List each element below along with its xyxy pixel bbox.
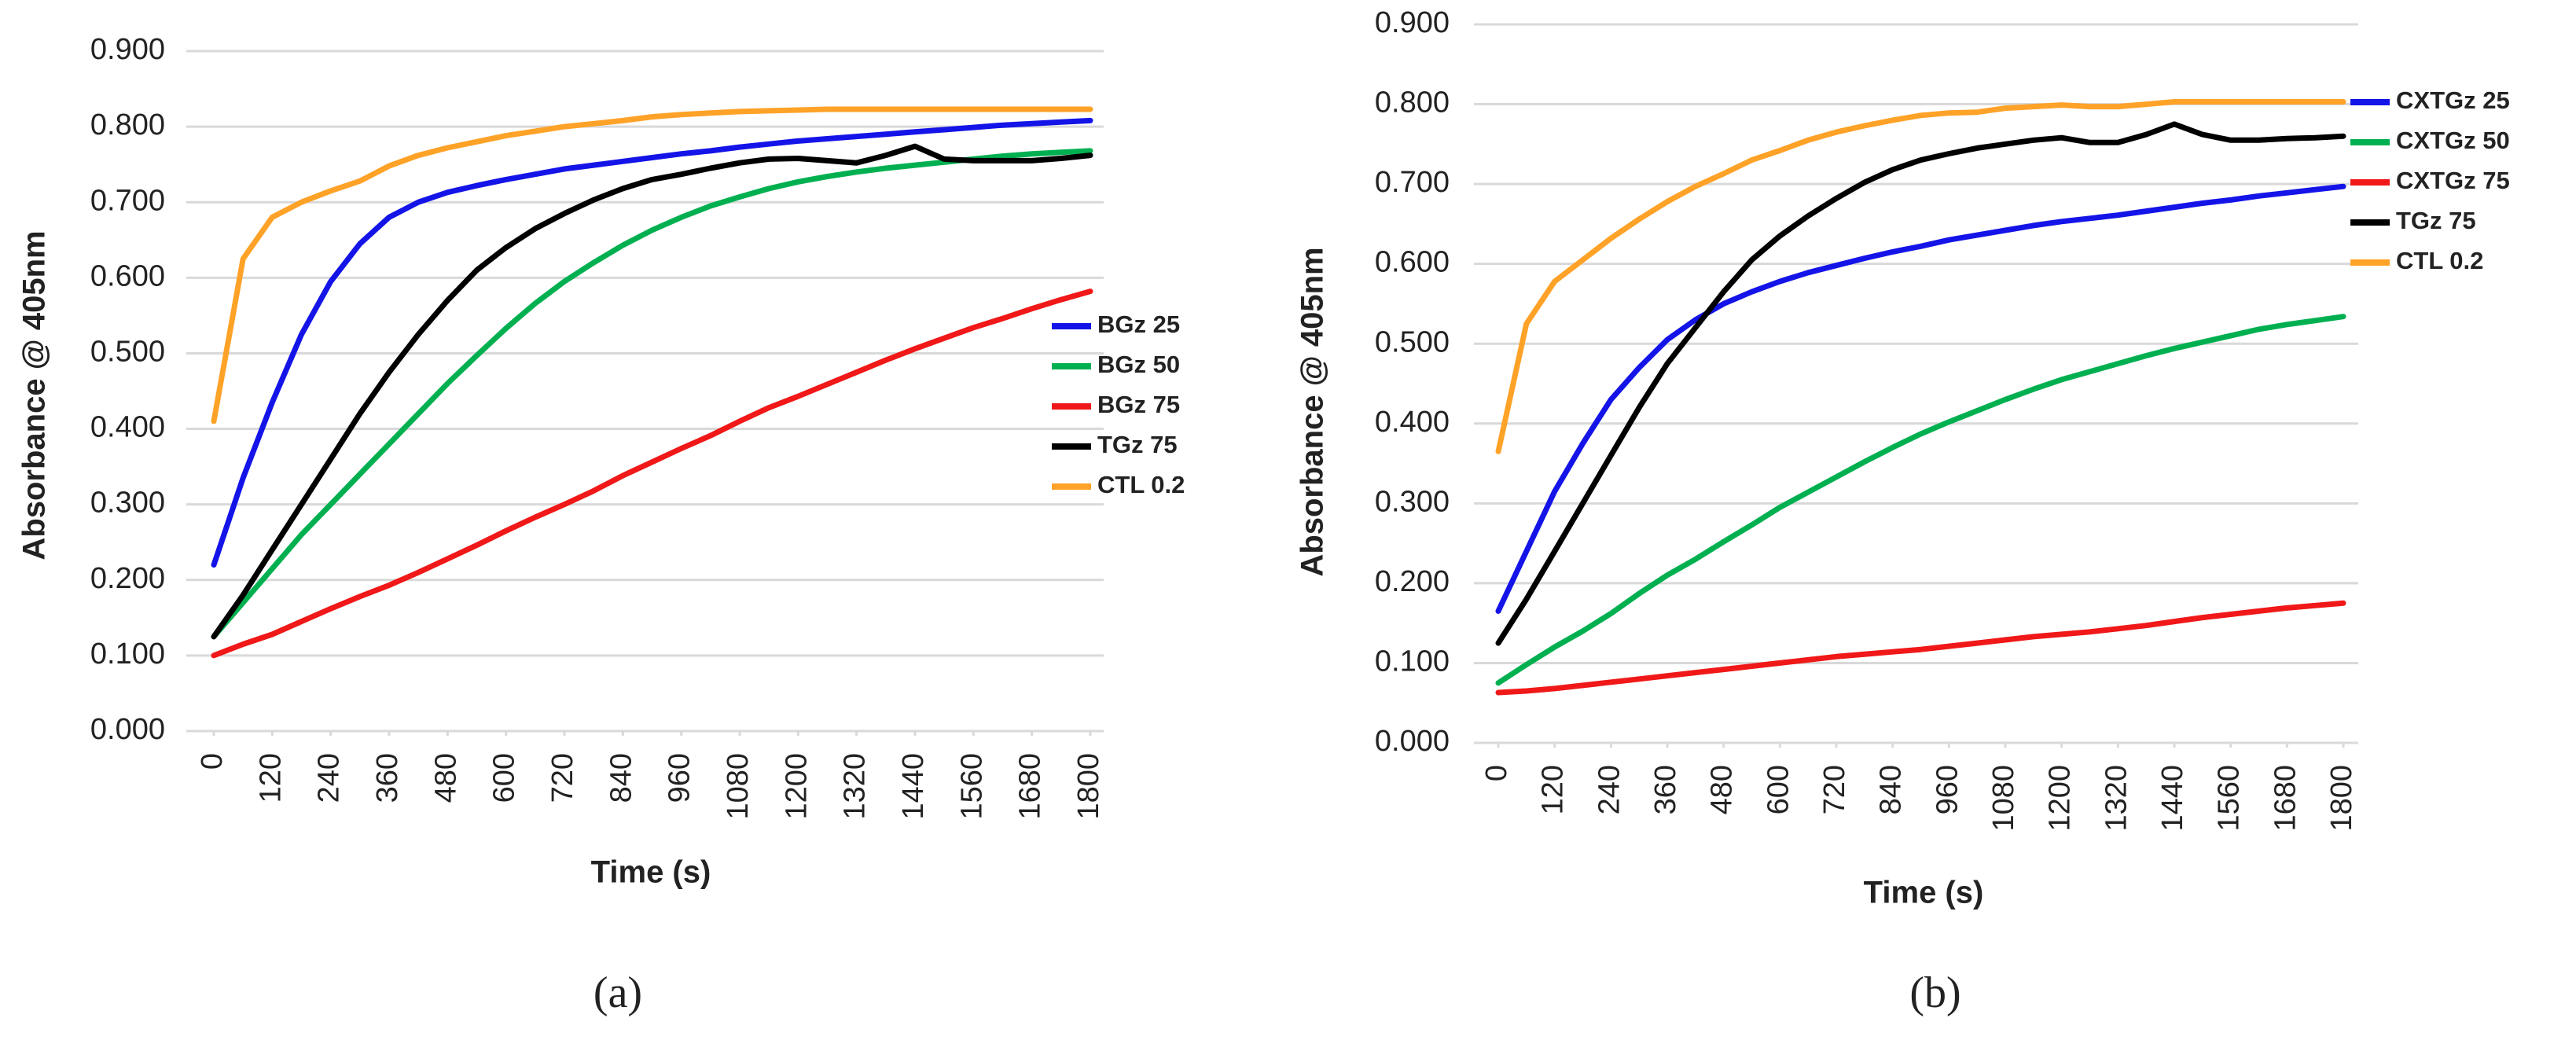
legend-label: TGz 75 (1097, 431, 1178, 458)
series-line (211, 288, 1093, 659)
x-tick-label: 480 (1706, 765, 1739, 814)
legend-label: CTL 0.2 (2396, 247, 2483, 274)
y-tick-label: 0.600 (1375, 246, 1450, 279)
x-tick-label: 360 (371, 753, 404, 803)
x-tick-label: 840 (1875, 765, 1908, 814)
x-tick-label: 1800 (1072, 753, 1105, 820)
x-tick-label: 360 (1649, 765, 1682, 814)
legend-label: BGz 25 (1097, 311, 1180, 338)
y-tick-label: 0.400 (90, 411, 165, 444)
x-tick-label: 960 (663, 753, 696, 803)
y-tick-label: 0.700 (90, 184, 165, 217)
x-tick-label: 1200 (780, 753, 813, 820)
y-tick-label: 0.300 (1375, 485, 1450, 518)
x-axis-title: Time (s) (591, 855, 711, 890)
y-axis-title: Absorbance @ 405nm (1295, 247, 1330, 576)
x-axis-title: Time (s) (1864, 876, 1984, 910)
y-tick-label: 0.600 (90, 259, 165, 292)
y-tick-label: 0.800 (1375, 86, 1450, 119)
y-tick-label: 0.000 (1375, 725, 1450, 758)
x-tick-label: 1440 (897, 753, 930, 820)
x-tick-label: 240 (1593, 765, 1626, 814)
series-line (1495, 183, 2346, 614)
y-tick-label: 0.900 (1375, 6, 1450, 39)
x-tick-label: 840 (604, 753, 638, 803)
legend-label: CXTGz 75 (2396, 167, 2510, 194)
y-tick-label: 0.300 (90, 487, 165, 520)
x-tick-label: 600 (1762, 765, 1795, 814)
series-line (211, 143, 1093, 640)
legend-label: BGz 75 (1097, 391, 1180, 418)
x-tick-label: 240 (313, 753, 346, 803)
series-line (211, 106, 1093, 424)
x-tick-label: 720 (546, 753, 579, 803)
x-tick-label: 1680 (2269, 765, 2302, 832)
x-tick-label: 0 (1480, 765, 1513, 781)
x-tick-label: 120 (1537, 765, 1570, 814)
x-tick-label: 720 (1818, 765, 1851, 814)
x-tick-label: 1440 (2156, 765, 2189, 832)
x-tick-label: 1560 (2213, 765, 2246, 832)
y-tick-label: 0.200 (1375, 565, 1450, 598)
x-tick-label: 1080 (1987, 765, 2020, 832)
series-line (211, 117, 1093, 568)
series-line (211, 148, 1093, 640)
x-tick-label: 600 (488, 753, 521, 803)
y-tick-label: 0.200 (90, 562, 165, 595)
legend-label: CXTGz 50 (2396, 127, 2510, 154)
x-tick-label: 480 (429, 753, 462, 803)
y-tick-label: 0.900 (90, 33, 165, 66)
y-tick-label: 0.800 (90, 108, 165, 141)
y-axis-title: Absorbance @ 405nm (17, 230, 52, 560)
y-tick-label: 0.500 (1375, 325, 1450, 358)
x-tick-label: 1320 (839, 753, 872, 820)
y-tick-label: 0.700 (1375, 166, 1450, 199)
y-tick-label: 0.000 (90, 713, 165, 746)
y-tick-label: 0.400 (1375, 406, 1450, 439)
y-tick-label: 0.100 (1375, 645, 1450, 678)
x-tick-label: 960 (1931, 765, 1964, 814)
x-tick-label: 1800 (2325, 765, 2358, 832)
series-line (1495, 314, 2346, 686)
series-line (1495, 600, 2346, 696)
y-tick-label: 0.100 (90, 638, 165, 671)
x-tick-label: 120 (254, 753, 287, 803)
legend-label: TGz 75 (2396, 207, 2476, 234)
caption: (b) (1909, 968, 1960, 1017)
legend-label: CXTGz 25 (2396, 86, 2510, 114)
x-tick-label: 1200 (2044, 765, 2077, 832)
x-tick-label: 1320 (2100, 765, 2133, 832)
y-tick-label: 0.500 (90, 335, 165, 368)
x-tick-label: 1560 (955, 753, 988, 820)
legend-label: BGz 50 (1097, 351, 1180, 378)
x-tick-label: 0 (196, 753, 229, 770)
x-tick-label: 1080 (722, 753, 755, 820)
series-line (1495, 121, 2346, 646)
x-tick-label: 1680 (1014, 753, 1047, 820)
series-line (1495, 99, 2346, 454)
legend-label: CTL 0.2 (1097, 471, 1185, 498)
caption: (a) (593, 968, 642, 1017)
